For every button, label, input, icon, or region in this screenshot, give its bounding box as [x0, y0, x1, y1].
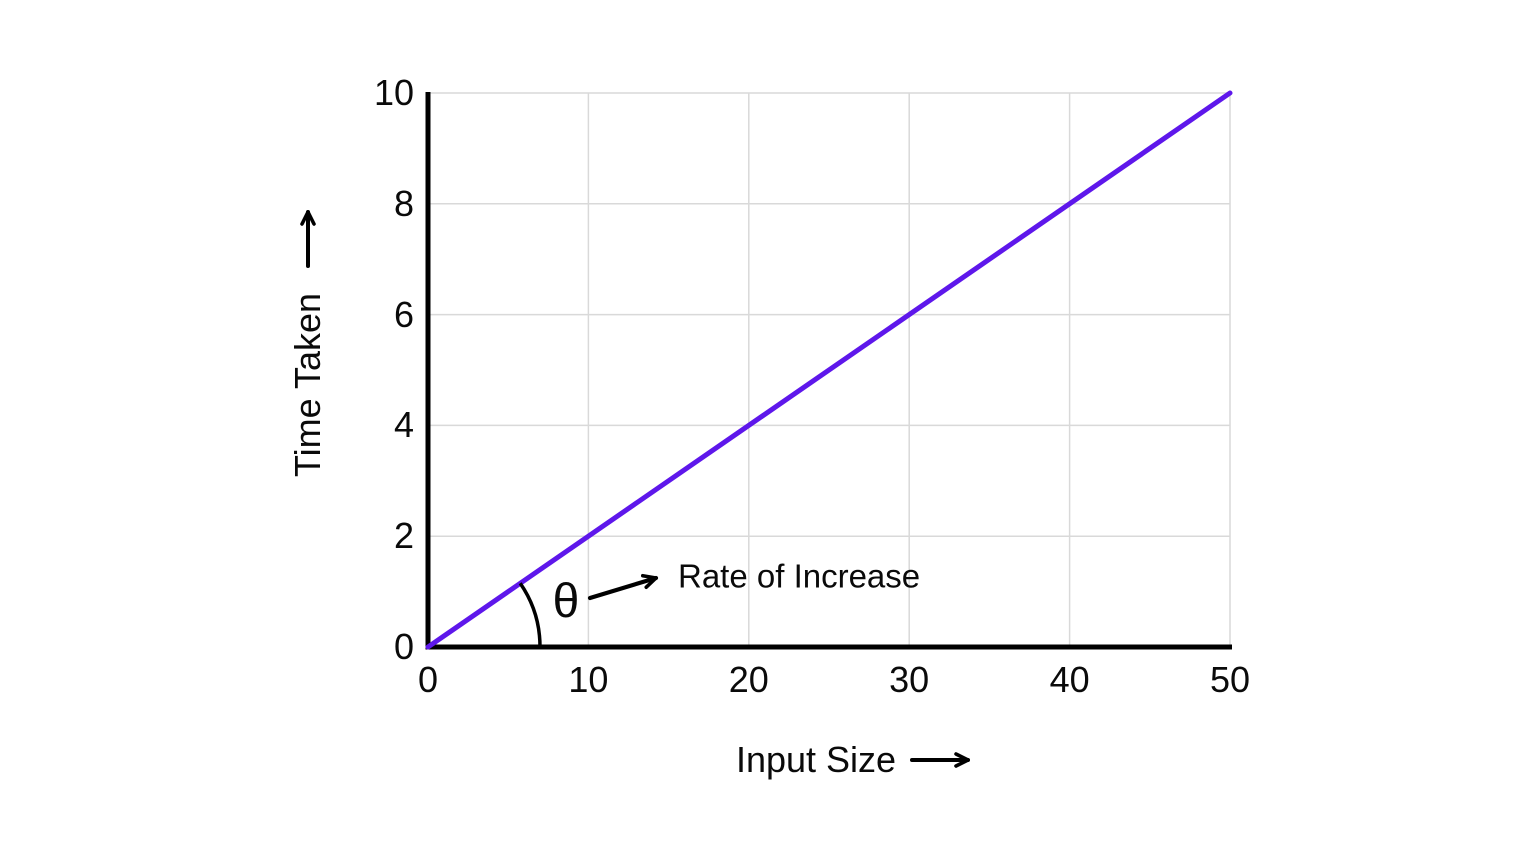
x-tick-label: 0: [417, 659, 439, 700]
x-tick-label: 30: [889, 659, 930, 700]
y-axis-title: Time Taken: [287, 292, 328, 478]
x-tick-label: 50: [1209, 659, 1251, 700]
x-tick-label: 40: [1049, 659, 1090, 700]
x-tick-label: 20: [728, 659, 769, 700]
annotation-arrow: [587, 573, 659, 601]
rate-of-increase-label: Rate of Increase: [678, 557, 921, 595]
x-axis-title: Input Size: [735, 739, 897, 780]
angle-arc: [518, 582, 542, 648]
y-tick-label: 6: [393, 293, 414, 335]
theta-angle-symbol: θ: [552, 575, 580, 628]
x-tick-label: 10: [568, 659, 609, 700]
y-tick-label: 2: [393, 515, 414, 557]
y-tick-label: 4: [393, 404, 414, 446]
y-tick-label: 8: [393, 182, 414, 224]
y-tick-label: 10: [373, 72, 414, 113]
y-tick-label: 0: [393, 626, 414, 667]
data-line: [425, 90, 1233, 650]
